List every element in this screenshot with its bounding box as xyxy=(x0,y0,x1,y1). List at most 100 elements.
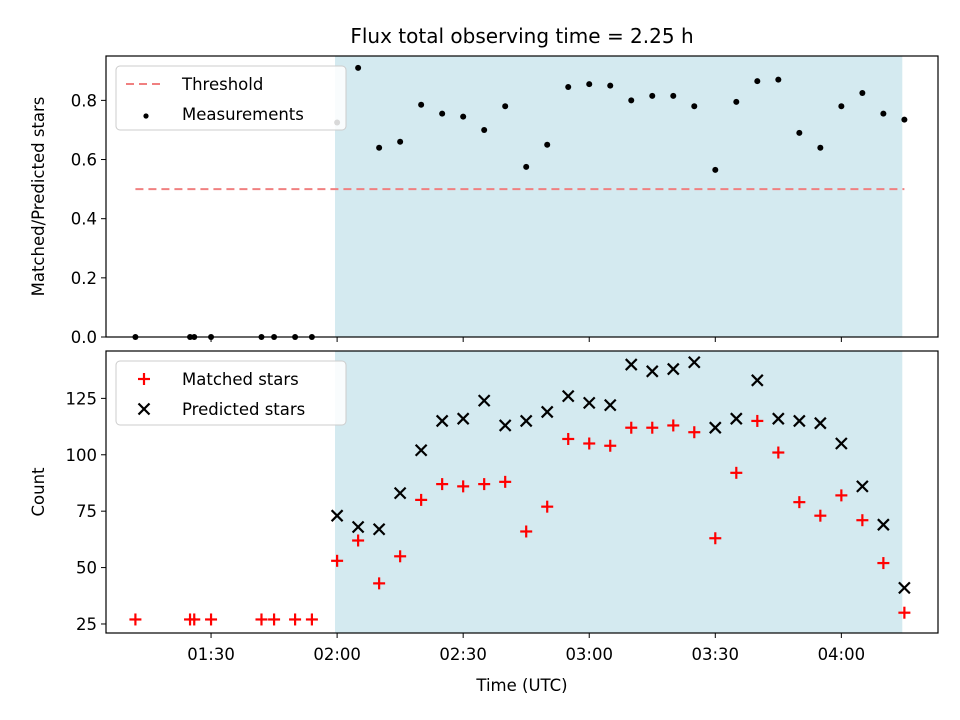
predicted-star-point xyxy=(603,398,617,412)
x-tick-label: 03:30 xyxy=(692,645,740,664)
x-tick-label: 03:00 xyxy=(565,645,613,664)
matched-star-point xyxy=(835,489,848,502)
measurement-point xyxy=(628,97,635,104)
top-panel: 0.0 0.2 0.4 0.6 0.8 Matched/Predicted stars Th… xyxy=(29,55,939,347)
matched-star-point xyxy=(289,613,302,626)
y-tick-label: 0.0 xyxy=(71,328,97,347)
y-axis-label: Count xyxy=(29,467,48,517)
measurement-point xyxy=(607,82,614,89)
measurement-point xyxy=(376,144,383,151)
predicted-star-point xyxy=(709,421,722,434)
predicted-star-point xyxy=(414,443,428,457)
plot-frame xyxy=(105,350,939,634)
predicted-star-point xyxy=(645,365,659,378)
measurement-point xyxy=(796,129,803,136)
matched-star-point xyxy=(499,475,512,488)
matched-star-point xyxy=(625,421,638,434)
legend-label: Predicted stars xyxy=(182,400,305,419)
matched-star-point xyxy=(562,432,575,445)
chart-title: Flux total observing time = 2.25 h xyxy=(350,24,693,48)
matched-star-point xyxy=(604,439,617,452)
measurement-point xyxy=(775,76,782,83)
measurement-point xyxy=(544,141,551,148)
matched-star-point xyxy=(646,421,659,434)
shaded-interval xyxy=(335,56,903,337)
measurement-point xyxy=(838,103,845,110)
predicted-star-point xyxy=(561,389,575,403)
predicted-star-point xyxy=(666,362,680,376)
predicted-star-point xyxy=(435,414,449,428)
predicted-star-point xyxy=(372,522,386,536)
plot-frame xyxy=(105,55,939,338)
matched-star-point xyxy=(520,525,533,538)
legend-predicted-marker xyxy=(137,402,151,416)
predicted-star-point xyxy=(835,437,848,450)
y-tick-label: 50 xyxy=(76,559,97,578)
legend-label: Matched stars xyxy=(182,370,299,389)
matched-star-point xyxy=(415,493,428,506)
x-tick-label: 04:00 xyxy=(818,645,866,664)
matched-star-point xyxy=(814,509,827,522)
predicted-star-point xyxy=(330,509,344,522)
measurement-point xyxy=(565,84,572,91)
predicted-star-point xyxy=(351,520,365,534)
matched-star-point xyxy=(709,532,722,545)
predicted-star-point xyxy=(582,396,596,410)
matched-star-point xyxy=(583,437,596,450)
matched-star-point xyxy=(205,613,218,626)
predicted-star-point xyxy=(519,414,533,428)
measurement-point xyxy=(670,92,677,99)
y-tick-label: 125 xyxy=(66,389,98,408)
predicted-star-point xyxy=(751,374,764,387)
predicted-star-point xyxy=(898,581,911,595)
matched-star-point xyxy=(877,557,890,570)
predicted-star-point xyxy=(498,419,512,432)
legend-label: Threshold xyxy=(181,75,263,94)
predicted-star-point xyxy=(730,412,743,425)
y-tick-label: 0.8 xyxy=(71,91,97,110)
measurement-point xyxy=(481,126,488,133)
measurement-point xyxy=(901,116,908,123)
matched-star-point xyxy=(305,613,318,626)
matched-star-point xyxy=(352,534,365,547)
measurement-point xyxy=(523,163,530,170)
matched-star-point xyxy=(541,500,554,513)
predicted-star-point xyxy=(877,518,890,531)
matched-star-point xyxy=(255,613,268,626)
predicted-star-point xyxy=(688,356,701,369)
matched-star-point xyxy=(688,426,701,439)
measurement-point xyxy=(439,110,446,117)
x-axis-label: Time (UTC) xyxy=(475,676,567,695)
matched-star-point xyxy=(129,613,142,626)
legend-matched-marker xyxy=(138,373,150,385)
measurement-point xyxy=(880,110,887,117)
predicted-star-point xyxy=(624,358,638,371)
predicted-star-point xyxy=(540,405,554,419)
predicted-star-point xyxy=(477,394,491,407)
matched-star-point xyxy=(394,550,407,563)
predicted-star-point xyxy=(793,414,806,428)
measurement-point xyxy=(859,89,866,96)
matched-star-point xyxy=(898,606,911,619)
matched-star-point xyxy=(268,613,281,626)
measurement-point xyxy=(712,166,719,173)
predicted-star-point xyxy=(456,412,470,425)
matched-star-point xyxy=(457,480,470,493)
measurement-point xyxy=(502,103,509,110)
matched-star-point xyxy=(373,577,386,590)
predicted-star-point xyxy=(393,486,407,500)
predicted-star-point xyxy=(772,412,785,425)
predicted-star-point xyxy=(856,480,869,493)
matched-star-point xyxy=(793,496,806,509)
measurement-point xyxy=(355,64,362,71)
measurement-point xyxy=(586,81,593,88)
matched-star-point xyxy=(772,446,785,459)
y-tick-label: 0.2 xyxy=(71,269,97,288)
x-tick-label: 01:30 xyxy=(187,645,235,664)
matched-star-point xyxy=(478,478,491,491)
predicted-star-point xyxy=(814,416,827,430)
measurement-point xyxy=(733,98,740,105)
y-tick-label: 75 xyxy=(76,502,97,521)
y-axis-label: Matched/Predicted stars xyxy=(29,97,48,297)
